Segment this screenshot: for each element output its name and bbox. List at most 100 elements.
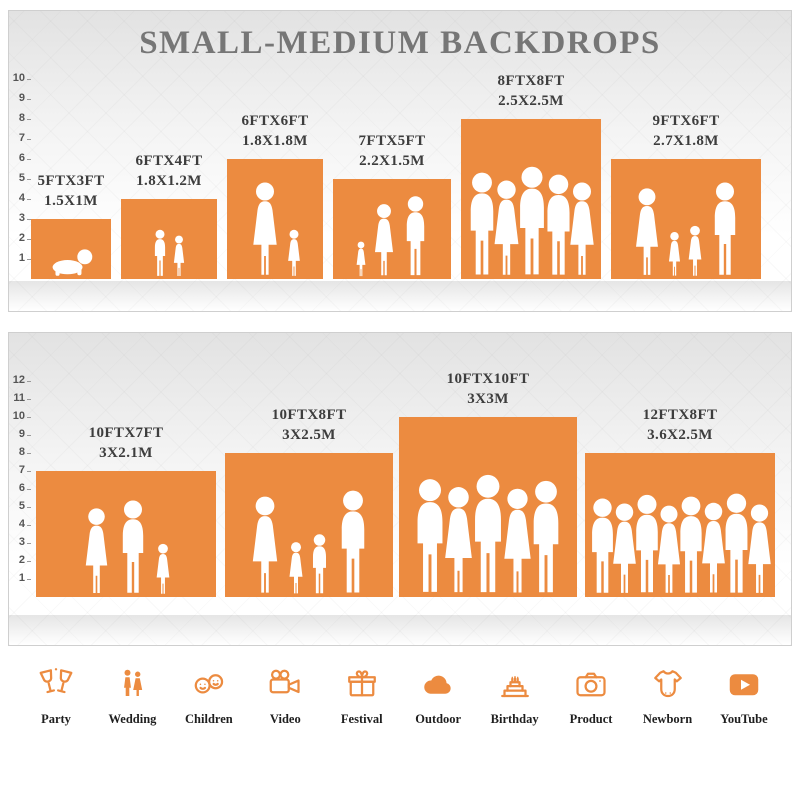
backdrop-bar-6ftx4ft [121,199,217,279]
ruler-tick: 8 [12,446,31,458]
backdrop-size-label: 6FTX4FT 1.8X1.2M [135,153,203,189]
child-silhouette [354,241,368,277]
category-label: Party [41,712,71,726]
children-icon [194,674,224,694]
category-wedding: Wedding [96,666,168,727]
newborn-icon [653,670,682,698]
backdrop-size-label: 10FTX10FT 3X3M [446,371,530,407]
category-video: Video [249,666,321,727]
backdrop-size-label: 8FTX8FT 2.5X2.5M [497,73,565,109]
child-silhouette [153,543,173,595]
people-silhouettes [121,229,217,277]
people-silhouettes [333,195,451,277]
backdrop-size-label: 5FTX3FT 1.5X1M [37,173,105,209]
ruler-tick: 9 [12,92,31,104]
ruler-tick: 10 [12,72,31,84]
man-silhouette [707,181,743,277]
party-icon [39,668,73,694]
video-icon [269,669,300,694]
backdrop-size-label: 6FTX6FT 1.8X1.8M [241,113,309,149]
floor-shadow [9,281,791,311]
woman-silhouette [246,495,284,595]
ruler-tick: 5 [12,172,31,184]
ruler-tick: 2 [12,232,31,244]
backdrop-bar-8ftx8ft [461,119,601,279]
backdrop-bar-10ftx7ft [36,471,216,597]
ruler-tick: 5 [12,500,31,512]
category-label: Wedding [108,712,157,726]
backdrop-size-label: 10FTX7FT 3X2.1M [88,425,164,461]
category-outdoor: Outdoor [402,666,474,727]
category-product: Product [555,666,627,727]
category-festival: Festival [326,666,398,727]
floor-shadow [9,615,791,645]
backdrop-size-label: 10FTX8FT 3X2.5M [271,407,347,443]
category-children: Children [173,666,245,727]
wedding-icon [124,669,143,696]
woman-silhouette [247,181,283,277]
youtube-icon [729,674,759,696]
people-silhouettes [31,247,111,277]
backdrop-bar-12ftx8ft [585,453,775,597]
ruler-tick: 2 [12,554,31,566]
woman-silhouette [80,507,113,595]
man-silhouette [115,499,151,595]
ruler-tick: 1 [12,572,31,584]
ruler-tick: 9 [12,428,31,440]
backdrop-bar-7ftx5ft [333,179,451,279]
backdrop-bar-10ftx8ft [225,453,393,597]
woman-silhouette [564,181,600,277]
outdoor-icon [424,675,451,694]
child-silhouette [151,229,169,277]
woman-silhouette [370,203,398,277]
ruler-tick: 4 [12,518,31,530]
ruler-tick: 12 [12,374,31,386]
backdrop-size-label: 9FTX6FT 2.7X1.8M [652,113,720,149]
child-silhouette [171,235,187,277]
product-icon [576,672,606,697]
category-label: Product [569,712,613,726]
backdrop-bar-5ftx3ft [31,219,111,279]
category-label: YouTube [720,712,768,726]
child-silhouette [685,225,705,277]
page-title: SMALL-MEDIUM BACKDROPS [139,25,661,61]
medium-large-panel: 1 2 3 4 5 6 7 8 9 10 11 12 10FTX7FT 3X2.… [8,332,792,646]
category-label: Outdoor [415,712,462,726]
people-silhouettes [227,181,323,277]
man-silhouette [333,489,373,595]
backdrop-bar-9ftx6ft [611,159,761,279]
people-silhouettes [461,165,601,277]
birthday-icon [500,676,529,698]
ruler-tick: 3 [12,212,31,224]
backdrop-size-label: 7FTX5FT 2.2X1.5M [358,133,426,169]
category-newborn: Newborn [632,666,704,727]
category-birthday: Birthday [479,666,551,727]
child-silhouette [285,229,303,277]
backdrop-bar-10ftx10ft [399,417,577,597]
ruler-tick: 11 [13,392,31,404]
ruler-tick: 7 [12,464,31,476]
ruler-tick: 10 [12,410,31,422]
category-label: Video [269,712,301,726]
category-label: Birthday [490,712,539,726]
category-label: Newborn [642,712,693,726]
man-silhouette [524,479,568,595]
people-silhouettes [225,489,393,595]
category-label: Festival [340,712,383,726]
category-party: Party [20,666,92,727]
people-silhouettes [611,181,761,277]
category-label: Children [185,712,233,726]
ruler-tick: 4 [12,192,31,204]
child-silhouette [308,533,331,595]
festival-icon [347,670,376,697]
ruler-tick: 3 [12,536,31,548]
ruler-tick: 6 [12,152,31,164]
category-row: Party Wedding Children [20,666,780,727]
man-silhouette [400,195,431,277]
child-silhouette [286,541,306,595]
category-youtube: YouTube [708,666,780,727]
people-silhouettes [585,492,775,595]
ruler-tick: 6 [12,482,31,494]
child-silhouette [666,231,683,277]
